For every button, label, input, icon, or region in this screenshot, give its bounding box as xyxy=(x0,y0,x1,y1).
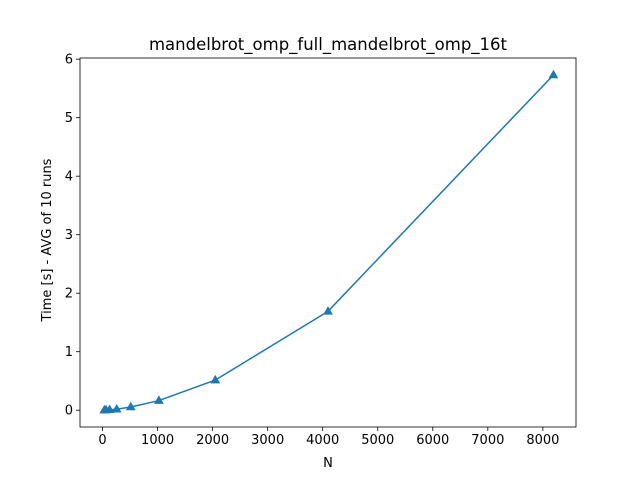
x-tick-label: 8000 xyxy=(526,433,559,448)
chart-title: mandelbrot_omp_full_mandelbrot_omp_16t xyxy=(149,35,508,55)
x-tick-label: 1000 xyxy=(141,433,174,448)
x-tick-label: 3000 xyxy=(251,433,284,448)
y-tick-label: 4 xyxy=(65,170,73,185)
data-point-marker xyxy=(104,404,115,414)
data-point-marker xyxy=(210,374,221,384)
data-point-marker xyxy=(548,69,559,79)
y-axis-label: Time [s] - AVG of 10 runs xyxy=(40,158,55,322)
data-point-marker xyxy=(154,395,164,404)
data-point-marker xyxy=(323,306,333,315)
x-tick-label: 0 xyxy=(98,433,106,448)
axes-frame xyxy=(79,57,577,428)
y-tick-label: 3 xyxy=(65,228,73,243)
y-tick-label: 1 xyxy=(65,345,73,360)
plot-area: 0 1000 2000 3000 4000 5000 6000 7000 8000 0 1 2 3 4 5 6 xyxy=(65,53,577,448)
data-point-marker xyxy=(111,404,122,413)
x-tick-label: 7000 xyxy=(471,433,504,448)
x-tick-label: 4000 xyxy=(306,433,339,448)
x-tick-label: 6000 xyxy=(416,433,449,448)
x-tick-label: 5000 xyxy=(361,433,394,448)
y-tick-label: 2 xyxy=(65,287,73,302)
y-tick-label: 6 xyxy=(65,53,73,68)
x-axis-label: N xyxy=(323,456,333,471)
y-tick-label: 5 xyxy=(65,111,73,126)
x-tick-label: 2000 xyxy=(196,433,229,448)
y-tick-label: 0 xyxy=(65,404,73,419)
data-point-marker xyxy=(125,401,136,411)
